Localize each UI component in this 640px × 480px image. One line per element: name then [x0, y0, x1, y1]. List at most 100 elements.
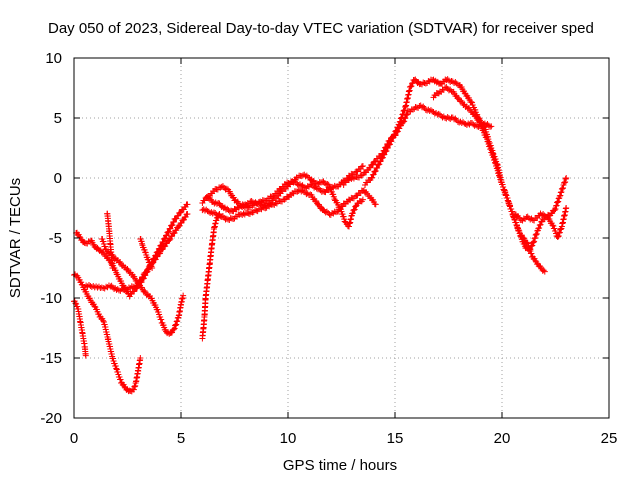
x-tick-label: 0: [70, 430, 78, 447]
data-point: [555, 198, 562, 205]
data-point: [369, 174, 376, 181]
data-point: [300, 183, 307, 190]
data-point: [172, 322, 179, 329]
data-point: [376, 161, 383, 168]
data-point: [400, 110, 407, 117]
data-point: [173, 318, 180, 325]
data-point: [212, 210, 219, 217]
data-point: [555, 195, 562, 202]
data-point: [399, 111, 406, 118]
data-point: [397, 115, 404, 122]
data-point: [266, 200, 273, 207]
data-point: [540, 211, 547, 217]
data-point: [540, 267, 547, 274]
data-point: [528, 250, 535, 257]
data-point: [536, 262, 543, 269]
data-point: [359, 196, 366, 203]
data-point: [323, 208, 330, 215]
data-point: [396, 121, 403, 128]
data-point: [487, 146, 494, 153]
data-point: [349, 210, 356, 217]
data-point: [358, 172, 365, 179]
data-point: [358, 163, 365, 170]
data-point: [500, 186, 507, 193]
data-point: [241, 211, 248, 218]
data-point: [350, 175, 357, 182]
data-point: [381, 151, 388, 158]
data-point: [130, 283, 137, 290]
data-point: [533, 230, 540, 237]
data-point: [91, 303, 98, 310]
data-point: [562, 176, 569, 183]
x-tick-label: 5: [177, 430, 185, 447]
data-point: [311, 184, 318, 191]
data-point: [145, 256, 152, 263]
data-point: [529, 242, 536, 249]
data-point: [492, 159, 499, 166]
data-point: [408, 83, 415, 90]
data-point: [557, 226, 564, 233]
data-point: [401, 106, 408, 113]
data-point: [383, 147, 390, 154]
data-point: [527, 246, 534, 253]
data-point: [554, 234, 561, 241]
data-point: [118, 286, 125, 293]
data-point: [72, 300, 79, 307]
data-point: [314, 186, 321, 193]
data-point: [117, 376, 124, 383]
data-point: [556, 230, 563, 237]
data-point: [218, 183, 225, 190]
y-tick-label: 10: [45, 50, 62, 67]
data-point: [100, 285, 107, 291]
x-tick-label: 20: [494, 430, 511, 447]
data-point: [532, 231, 539, 238]
data-point: [444, 76, 451, 83]
data-point: [532, 234, 539, 241]
data-point: [561, 179, 568, 186]
data-point: [400, 108, 407, 115]
data-point: [555, 232, 562, 239]
data-point: [115, 287, 122, 294]
data-point: [370, 171, 377, 178]
data-point: [555, 233, 562, 240]
data-point: [556, 229, 563, 236]
data-point: [513, 221, 520, 228]
data-point: [100, 317, 107, 324]
data-point: [557, 226, 564, 232]
data-point: [95, 283, 102, 290]
data-point: [113, 365, 120, 372]
data-point: [351, 206, 358, 213]
data-point: [452, 79, 459, 85]
data-point: [213, 217, 220, 224]
data-point: [173, 321, 180, 328]
data-point: [532, 257, 539, 264]
data-point: [552, 205, 559, 212]
data-point: [174, 317, 181, 324]
data-point: [468, 98, 475, 105]
data-point: [324, 181, 331, 187]
data-point: [398, 114, 405, 121]
data-point: [556, 193, 563, 199]
data-point: [536, 224, 543, 231]
data-point: [557, 192, 564, 199]
data-point: [372, 167, 379, 174]
chart-title: Day 050 of 2023, Sidereal Day-to-day VTE…: [48, 20, 594, 37]
y-axis-label: SDTVAR / TECUs: [7, 178, 24, 298]
data-point: [557, 189, 564, 196]
data-point: [387, 141, 394, 148]
data-point: [166, 237, 173, 244]
marks-layer: [71, 76, 570, 395]
data-point: [379, 154, 386, 161]
data-point: [163, 232, 170, 239]
data-point: [125, 284, 132, 291]
data-point: [184, 211, 191, 217]
data-point: [554, 199, 561, 206]
x-tick-label: 15: [387, 430, 404, 447]
data-point: [396, 119, 403, 126]
data-point: [469, 120, 476, 127]
series-arc-n: [430, 84, 570, 254]
x-axis-label: GPS time / hours: [283, 457, 397, 474]
data-point: [485, 122, 492, 129]
